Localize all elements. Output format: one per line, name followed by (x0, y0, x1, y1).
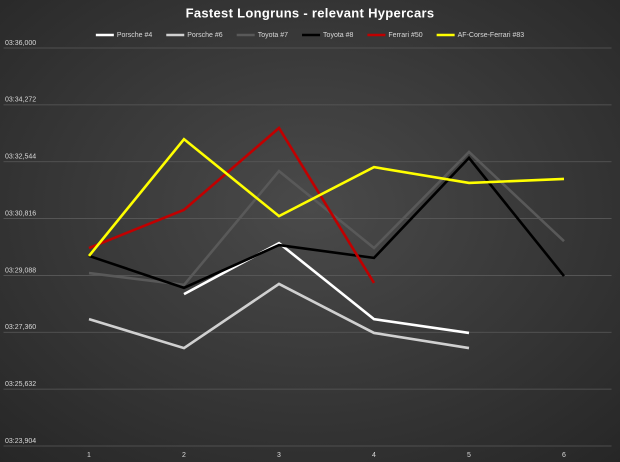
legend-label: Porsche #4 (117, 32, 153, 39)
legend-label: Toyota #7 (258, 32, 288, 39)
series-line (87, 137, 565, 257)
y-tick-label: 03:27,360 (5, 324, 36, 331)
y-tick-label: 03:29,088 (5, 267, 36, 274)
x-tick-label: 3 (277, 452, 281, 459)
legend-item: Porsche #4 (95, 32, 153, 39)
series-line (88, 155, 566, 290)
chart-title: Fastest Longruns - relevant Hypercars (186, 5, 435, 20)
series-line (88, 125, 376, 284)
legend-label: Ferrari #50 (388, 32, 422, 39)
y-tick-label: 03:25,632 (5, 381, 36, 388)
legend: Porsche #4 Porsche #6 Toyota #7 Toyota #8 Fe… (95, 32, 525, 39)
legend-label: Toyota #8 (323, 32, 353, 39)
series-line (183, 241, 470, 335)
series-line (88, 282, 470, 350)
x-tick-label: 2 (182, 452, 186, 459)
legend-item: Toyota #8 (302, 32, 354, 39)
y-tick-label: 03:36,000 (5, 40, 36, 47)
x-tick-label: 5 (467, 452, 471, 459)
legend-label: Porsche #6 (187, 32, 223, 39)
legend-item: Porsche #6 (166, 32, 223, 39)
x-tick-label: 6 (562, 452, 566, 459)
y-tick-label: 03:23,904 (5, 438, 36, 445)
legend-item: Toyota #7 (236, 32, 288, 39)
legend-label: AF-Corse-Ferrari #83 (458, 32, 525, 39)
x-tick-label: 4 (372, 452, 376, 459)
y-tick-label: 03:30,816 (5, 210, 36, 217)
y-tick-label: 03:34,272 (5, 97, 36, 104)
legend-item: AF-Corse-Ferrari #83 (436, 32, 525, 39)
legend-item: Ferrari #50 (367, 32, 423, 39)
x-tick-label: 1 (87, 452, 91, 459)
y-tick-label: 03:32,544 (5, 154, 36, 161)
